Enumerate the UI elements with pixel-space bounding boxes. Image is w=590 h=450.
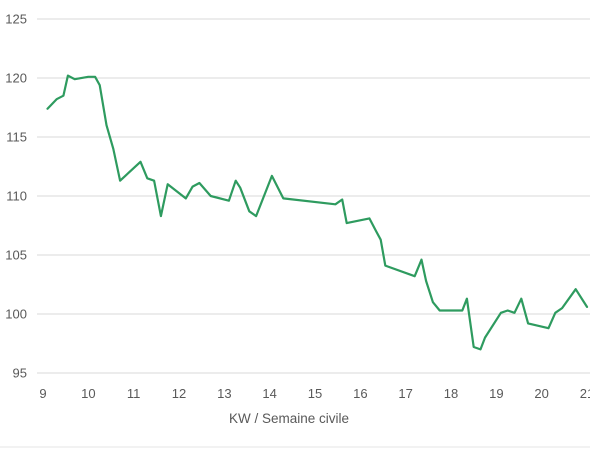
y-tick-label: 100 xyxy=(5,307,27,322)
y-tick-label: 110 xyxy=(6,189,27,204)
x-tick-label: 15 xyxy=(308,386,322,401)
y-tick-label: 120 xyxy=(5,71,27,86)
x-tick-label: 12 xyxy=(172,386,186,401)
x-tick-label: 13 xyxy=(217,386,231,401)
y-tick-label: 105 xyxy=(5,248,27,263)
x-tick-label: 18 xyxy=(444,386,458,401)
x-tick-label: 19 xyxy=(489,386,503,401)
x-axis-ticks: 9 10 11 12 13 14 15 16 17 18 19 20 21 xyxy=(39,386,590,401)
series-layer xyxy=(46,74,589,351)
x-tick-label: 9 xyxy=(39,386,46,401)
x-axis-title: KW / Semaine civile xyxy=(229,411,349,426)
x-tick-label: 11 xyxy=(127,386,141,401)
x-tick-label: 17 xyxy=(398,386,412,401)
y-tick-label: 115 xyxy=(6,130,27,145)
y-tick-label: 125 xyxy=(5,12,27,27)
x-tick-label: 16 xyxy=(353,386,367,401)
series-line-1 xyxy=(46,74,589,351)
y-axis-ticks: 95 100 105 110 115 120 125 xyxy=(5,12,27,381)
x-tick-label: 20 xyxy=(534,386,548,401)
y-tick-label: 95 xyxy=(13,366,27,381)
gridlines xyxy=(37,18,590,374)
x-tick-label: 21 xyxy=(580,386,590,401)
x-tick-label: 10 xyxy=(81,386,95,401)
x-tick-label: 14 xyxy=(262,386,276,401)
